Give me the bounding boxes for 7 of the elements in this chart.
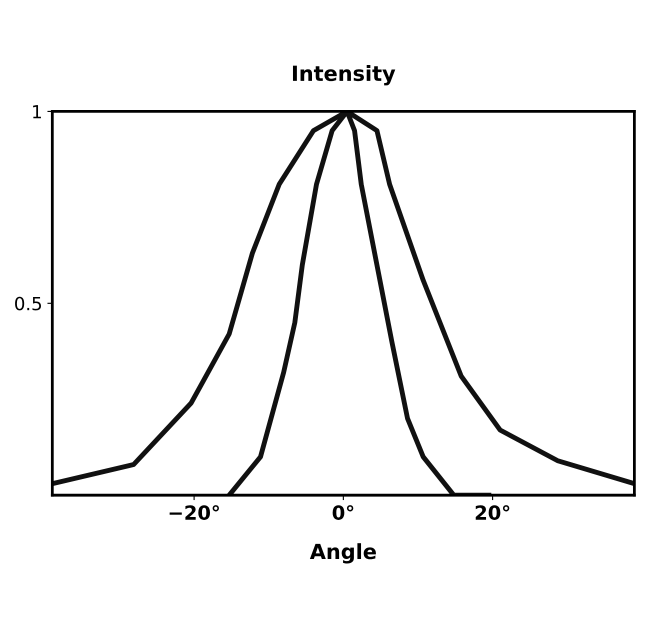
y-tick-label: 0.5 — [15, 296, 42, 310]
y-tick-label: 1 — [33, 105, 41, 118]
x-axis-title: Angle — [310, 543, 376, 564]
x-tick-label: 0° — [332, 505, 354, 520]
y-axis-title: Intensity — [292, 65, 396, 86]
x-tick-label: −20° — [170, 505, 219, 520]
x-tick-label: 20° — [476, 505, 510, 520]
